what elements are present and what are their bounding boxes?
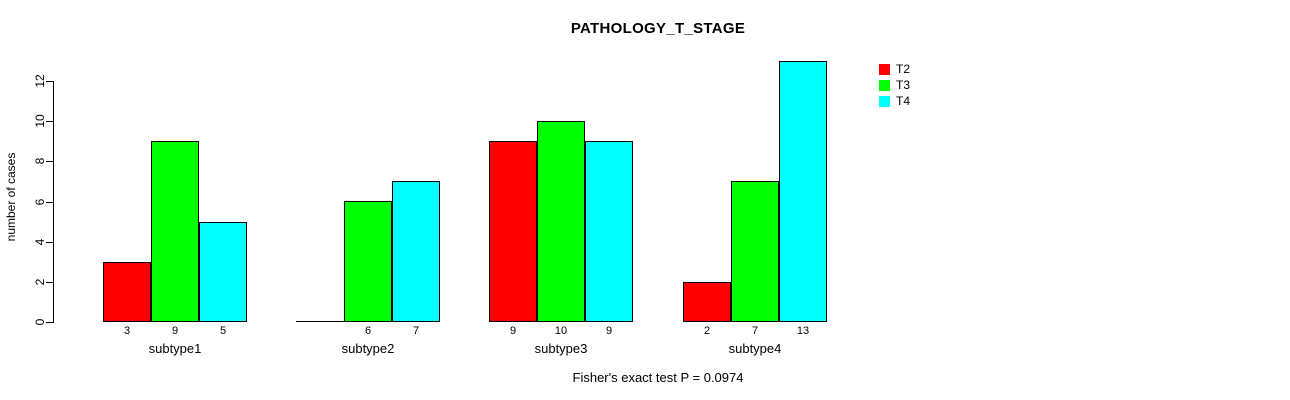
- bar-value-label: 7: [412, 325, 420, 337]
- bar-value-label: 7: [751, 325, 759, 337]
- y-axis-title: number of cases: [4, 152, 18, 242]
- bar: [392, 181, 440, 322]
- bar-value-label: 9: [605, 325, 613, 337]
- category-label: subtype1: [148, 341, 202, 356]
- y-tick: [46, 81, 53, 82]
- legend-swatch: [879, 96, 890, 107]
- legend-label: T4: [896, 94, 911, 108]
- bar: [199, 222, 247, 322]
- bar-value-label: 5: [219, 325, 227, 337]
- bar: [683, 282, 731, 322]
- y-axis-line: [53, 81, 54, 323]
- category-label: subtype4: [728, 341, 782, 356]
- bar: [151, 141, 199, 322]
- y-tick-label: 6: [33, 198, 47, 206]
- y-tick: [46, 121, 53, 122]
- y-tick: [46, 282, 53, 283]
- bar: [296, 321, 344, 322]
- legend-label: T3: [896, 78, 911, 92]
- y-tick-label: 2: [33, 278, 47, 286]
- legend-swatch: [879, 64, 890, 75]
- y-tick-label: 12: [33, 74, 47, 88]
- y-tick: [46, 161, 53, 162]
- bar-value-label: 9: [171, 325, 179, 337]
- footnote-pvalue: Fisher's exact test P = 0.0974: [572, 370, 744, 385]
- bar: [344, 201, 392, 322]
- bar-value-label: 9: [509, 325, 517, 337]
- bar: [731, 181, 779, 322]
- y-tick-label: 10: [33, 114, 47, 128]
- bar-value-label: 3: [123, 325, 131, 337]
- y-tick: [46, 242, 53, 243]
- y-tick-label: 0: [33, 318, 47, 326]
- y-tick: [46, 202, 53, 203]
- y-tick: [46, 322, 53, 323]
- category-label: subtype3: [534, 341, 588, 356]
- y-tick-label: 8: [33, 157, 47, 165]
- bar: [489, 141, 537, 322]
- bar-value-label: 13: [796, 325, 810, 337]
- chart-title: PATHOLOGY_T_STAGE: [570, 20, 746, 37]
- bar-value-label: 10: [554, 325, 568, 337]
- y-tick-label: 4: [33, 238, 47, 246]
- bar-value-label: 6: [364, 325, 372, 337]
- legend-label: T2: [896, 62, 911, 76]
- bar-value-label: 2: [703, 325, 711, 337]
- bar: [779, 61, 827, 322]
- bar: [537, 121, 585, 322]
- bar: [103, 262, 151, 322]
- category-label: subtype2: [341, 341, 395, 356]
- legend-swatch: [879, 80, 890, 91]
- bar: [585, 141, 633, 322]
